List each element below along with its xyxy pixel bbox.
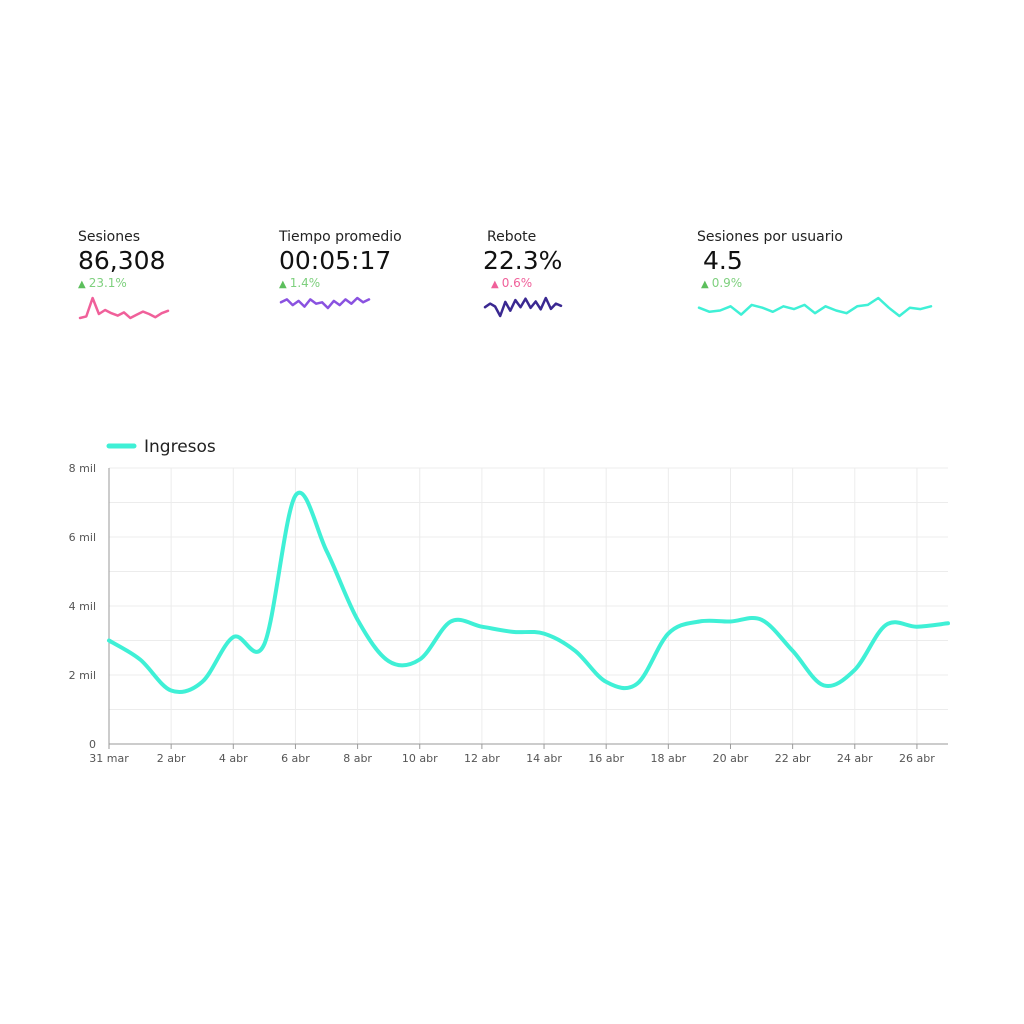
y-tick-label: 0 (89, 738, 96, 751)
x-tick-label: 20 abr (713, 752, 749, 765)
kpi-value: 00:05:17 (279, 246, 392, 275)
kpi-value: 4.5 (703, 246, 743, 275)
x-tick-label: 6 abr (281, 752, 310, 765)
x-tick-label: 18 abr (650, 752, 686, 765)
x-tick-label: 24 abr (837, 752, 873, 765)
sparkline (697, 296, 933, 318)
data-point (200, 680, 204, 684)
data-point (604, 680, 608, 684)
data-point (231, 635, 235, 639)
data-point (573, 649, 577, 653)
kpi-label: Sesiones por usuario (697, 229, 843, 245)
kpi-delta-value: 0.9% (711, 276, 743, 290)
arrow-up-icon: ▲ (279, 279, 287, 290)
kpi-sesiones-por-usuario: Sesiones por usuario 4.5 ▲ 0.9% (697, 228, 933, 318)
data-point (635, 682, 639, 686)
x-tick-label: 2 abr (157, 752, 186, 765)
data-point (138, 657, 142, 661)
data-point (262, 642, 266, 646)
kpi-delta-value: 1.4% (289, 276, 321, 290)
data-point (946, 621, 950, 625)
kpi-sesiones: Sesiones 86,308 ▲ 23.1% (78, 228, 170, 320)
x-tick-label: 4 abr (219, 752, 248, 765)
data-point (511, 630, 515, 634)
data-point (107, 639, 111, 643)
line-chart: 0 2 mil 4 mil 6 mil 8 mil 31 mar 2 abr 4 abr 6 a… (69, 437, 950, 765)
data-point (728, 620, 732, 624)
y-tick-label: 2 mil (69, 669, 96, 682)
sparkline-series (279, 296, 371, 310)
x-tick-label: 10 abr (402, 752, 438, 765)
x-tick-label: 22 abr (775, 752, 811, 765)
data-point (542, 632, 546, 636)
kpi-value: 22.3% (483, 246, 563, 275)
sparkline (78, 296, 170, 320)
data-point (853, 668, 857, 672)
x-tick-label: 26 abr (899, 752, 935, 765)
kpi-delta: ▲ 1.4% (279, 276, 402, 292)
kpi-label: Tiempo promedio (279, 229, 402, 245)
kpi-label: Rebote (487, 229, 537, 245)
kpi-delta: ▲ 0.6% (483, 276, 563, 292)
sparkline-series (78, 296, 170, 320)
sparkline (483, 296, 563, 318)
data-point (884, 623, 888, 627)
data-point (293, 494, 297, 498)
x-tick-label: 14 abr (526, 752, 562, 765)
data-point (697, 620, 701, 624)
ingresos-chart: 0 2 mil 4 mil 6 mil 8 mil 31 mar 2 abr 4 abr 6 a… (60, 420, 960, 780)
data-point (760, 618, 764, 622)
y-tick-label: 8 mil (69, 462, 96, 475)
data-point (387, 659, 391, 663)
kpi-tiempo-promedio: Tiempo promedio 00:05:17 ▲ 1.4% (279, 228, 402, 310)
kpi-delta-value: 23.1% (88, 276, 127, 290)
data-point (791, 649, 795, 653)
series-line-ingresos (107, 490, 950, 695)
x-tick-label: 16 abr (588, 752, 624, 765)
arrow-up-icon: ▲ (491, 279, 499, 290)
kpi-delta: ▲ 0.9% (697, 276, 933, 292)
data-point (356, 618, 360, 622)
kpi-value: 86,308 (78, 246, 166, 275)
arrow-up-icon: ▲ (701, 279, 709, 290)
data-point (418, 657, 422, 661)
x-tick-label: 12 abr (464, 752, 500, 765)
sparkline-series (697, 296, 933, 318)
x-tick-label: 31 mar (89, 752, 129, 765)
sparkline (279, 296, 371, 310)
kpi-delta-value: 0.6% (501, 276, 533, 290)
kpi-label: Sesiones (78, 229, 141, 245)
kpi-rebote: Rebote 22.3% ▲ 0.6% (483, 228, 563, 318)
sparkline-series (483, 296, 563, 318)
data-point (915, 625, 919, 629)
data-point (169, 689, 173, 693)
kpi-delta: ▲ 23.1% (78, 276, 170, 292)
y-tick-label: 6 mil (69, 531, 96, 544)
legend-label: Ingresos (144, 437, 216, 457)
data-point (480, 625, 484, 629)
data-point (666, 632, 670, 636)
data-point (325, 549, 329, 553)
arrow-up-icon: ▲ (78, 279, 86, 290)
data-point (449, 620, 453, 624)
x-tick-label: 8 abr (343, 752, 372, 765)
y-tick-label: 4 mil (69, 600, 96, 613)
data-point (822, 683, 826, 687)
